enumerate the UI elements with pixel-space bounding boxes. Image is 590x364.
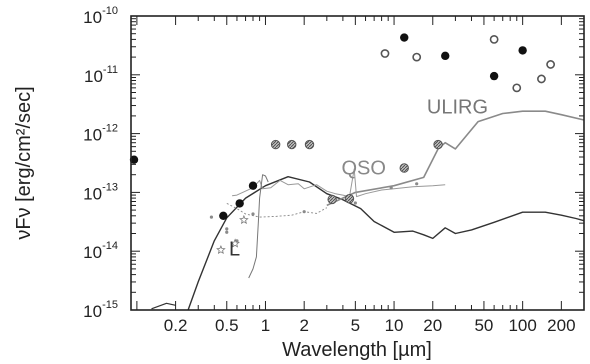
sed-curve-dark-low	[151, 302, 176, 310]
data-point-star	[239, 214, 249, 225]
plot-frame	[130, 15, 585, 311]
data-point-hatched-circle	[287, 139, 297, 150]
data-point-hatched-circle	[327, 194, 337, 205]
data-point-small-dot	[251, 212, 255, 216]
data-point-filled-circle	[441, 51, 450, 61]
annotation-qso: QSO	[341, 158, 385, 180]
y-tick-label: 10-15	[83, 299, 118, 321]
x-tick-label: 50	[474, 316, 493, 335]
sed-curve-qso	[232, 168, 446, 198]
tick-marks	[130, 15, 585, 311]
sed-curve-ldwarf	[248, 174, 269, 279]
data-point-small-dot	[225, 230, 229, 234]
data-point-hatched-circle	[433, 139, 443, 150]
data-point-small-dot	[353, 201, 357, 205]
data-point-open-circle	[489, 34, 499, 44]
data-point-hatched-circle	[344, 194, 355, 204]
x-tick-label: 1	[261, 316, 270, 335]
data-point-filled-circle	[489, 71, 499, 81]
data-point-small-dot	[415, 182, 419, 186]
x-tick-label: 0.5	[215, 316, 239, 335]
data-point-filled-circle	[129, 155, 139, 164]
annotation-l: L	[229, 238, 240, 260]
data-points	[129, 33, 556, 255]
x-tick-label: 20	[423, 316, 442, 335]
data-point-small-dot	[302, 210, 306, 214]
data-point-open-circle	[546, 60, 556, 69]
data-point-open-circle	[537, 74, 546, 84]
x-tick-label: 200	[547, 316, 575, 335]
data-point-small-dot	[209, 215, 214, 219]
sed-curve-dark	[187, 176, 585, 311]
y-tick-label: 10-14	[83, 240, 118, 262]
x-tick-label: 5	[351, 316, 360, 335]
data-point-filled-circle	[248, 181, 258, 190]
data-point-filled-circle	[400, 33, 409, 42]
data-point-open-circle	[412, 52, 422, 62]
sed-curve-qso-early	[226, 202, 328, 218]
y-tick-label: 10-12	[83, 123, 118, 145]
data-point-small-dot	[389, 186, 393, 190]
data-point-hatched-circle	[270, 139, 281, 150]
y-tick-label: 10-11	[84, 64, 118, 86]
x-tick-label: 0.2	[164, 316, 188, 335]
data-point-hatched-circle	[304, 139, 315, 150]
tick-labels: 0.2 0.5 1 2 5 10 20 50 100 200 10-15 10-14 10-13 10-1…	[83, 5, 575, 335]
x-axis-label: Wavelength [µm]	[282, 339, 432, 361]
y-tick-label: 10-10	[83, 5, 118, 27]
x-tick-label: 100	[508, 316, 536, 335]
data-point-star	[216, 244, 226, 255]
data-point-hatched-circle	[399, 163, 409, 173]
y-axis-label: νFν [erg/cm²/sec]	[13, 86, 35, 239]
data-point-filled-circle	[518, 46, 527, 55]
annotation-ulirg: ULIRG	[427, 96, 488, 118]
sed-curves	[151, 110, 585, 311]
data-point-filled-circle	[219, 211, 228, 220]
annotations: ULIRG QSO L	[229, 96, 488, 260]
y-tick-label: 10-13	[83, 181, 118, 203]
data-point-filled-circle	[235, 199, 244, 208]
sed-curve-gray	[326, 110, 585, 207]
data-point-open-circle	[512, 83, 522, 93]
data-point-open-circle	[380, 49, 390, 58]
x-tick-label: 10	[385, 316, 404, 335]
data-point-small-dot	[225, 227, 229, 231]
data-point-star	[230, 238, 240, 248]
x-tick-label: 2	[299, 316, 308, 335]
